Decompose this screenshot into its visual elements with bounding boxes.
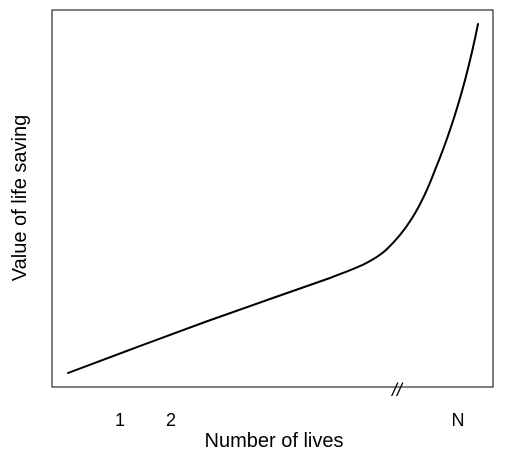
plot-frame <box>51 9 494 388</box>
series-line <box>67 23 479 374</box>
y-axis-title: Value of life saving <box>9 115 31 281</box>
x-axis-title: Number of lives <box>205 430 344 452</box>
x-tick-label-1: 1 <box>115 410 125 430</box>
axis-break-symbol: // <box>390 380 404 400</box>
x-tick-label-2: 2 <box>166 410 176 430</box>
x-tick-label-n: N <box>452 410 465 430</box>
